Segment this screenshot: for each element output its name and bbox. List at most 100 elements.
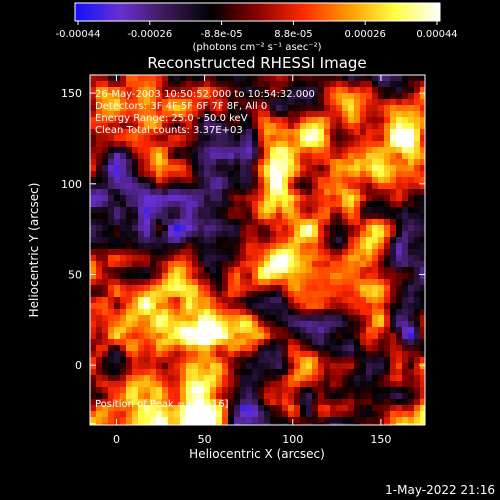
heatmap-cell xyxy=(90,171,97,178)
heatmap-cell xyxy=(144,345,151,352)
heatmap-cell xyxy=(90,189,97,196)
heatmap-cell xyxy=(144,243,151,250)
heatmap-cell xyxy=(384,267,391,274)
heatmap-cell xyxy=(144,375,151,382)
heatmap-cell xyxy=(204,333,211,340)
heatmap-cell xyxy=(390,177,397,184)
heatmap-cell xyxy=(234,417,241,424)
heatmap-cell xyxy=(228,225,235,232)
heatmap-cell xyxy=(162,375,169,382)
heatmap-cell xyxy=(408,369,415,376)
heatmap-cell xyxy=(306,159,313,166)
heatmap-cell xyxy=(102,399,109,406)
heatmap-cell xyxy=(318,333,325,340)
heatmap-cell xyxy=(186,417,193,424)
heatmap-cell xyxy=(216,381,223,388)
heatmap-cell xyxy=(312,243,319,250)
heatmap-cell xyxy=(306,417,313,424)
heatmap-cell xyxy=(156,399,163,406)
heatmap-cell xyxy=(282,393,289,400)
heatmap-cell xyxy=(240,345,247,352)
heatmap-cell xyxy=(114,339,121,346)
heatmap-cell xyxy=(90,417,97,424)
heatmap-cell xyxy=(126,111,133,118)
heatmap-cell xyxy=(120,405,127,412)
heatmap-cell xyxy=(360,75,367,82)
heatmap-cell xyxy=(306,177,313,184)
heatmap-cell xyxy=(252,327,259,334)
heatmap-cell xyxy=(306,333,313,340)
heatmap-cell xyxy=(354,285,361,292)
heatmap-cell xyxy=(360,405,367,412)
heatmap-cell xyxy=(150,213,157,220)
heatmap-cell xyxy=(330,123,337,130)
heatmap-cell xyxy=(246,117,253,124)
heatmap-cell xyxy=(252,315,259,322)
heatmap-cell xyxy=(342,153,349,160)
heatmap-cell xyxy=(168,87,175,94)
heatmap-cell xyxy=(216,423,223,425)
heatmap-cell xyxy=(276,231,283,238)
heatmap-cell xyxy=(276,267,283,274)
heatmap-cell xyxy=(234,99,241,106)
heatmap-cell xyxy=(390,171,397,178)
heatmap-cell xyxy=(342,363,349,370)
heatmap-cell xyxy=(324,405,331,412)
heatmap-cell xyxy=(246,315,253,322)
heatmap-cell xyxy=(306,381,313,388)
heatmap-cell xyxy=(372,219,379,226)
heatmap-cell xyxy=(282,291,289,298)
heatmap-cell xyxy=(162,345,169,352)
heatmap-cell xyxy=(420,177,425,184)
heatmap-cell xyxy=(306,261,313,268)
heatmap-cell xyxy=(174,393,181,400)
heatmap-cell xyxy=(408,111,415,118)
heatmap-cell xyxy=(294,99,301,106)
heatmap-cell xyxy=(180,207,187,214)
heatmap-cell xyxy=(132,399,139,406)
heatmap-cell xyxy=(150,159,157,166)
heatmap-cell xyxy=(126,285,133,292)
heatmap-cell xyxy=(324,423,331,425)
heatmap-cell xyxy=(174,105,181,112)
heatmap-cell xyxy=(276,183,283,190)
heatmap-cell xyxy=(204,345,211,352)
heatmap-cell xyxy=(324,303,331,310)
heatmap-cell xyxy=(240,417,247,424)
heatmap-cell xyxy=(324,309,331,316)
heatmap-cell xyxy=(156,393,163,400)
heatmap-cell xyxy=(126,207,133,214)
heatmap-cell xyxy=(408,195,415,202)
heatmap-cell xyxy=(258,153,265,160)
heatmap-cell xyxy=(228,411,235,418)
heatmap-cell xyxy=(264,87,271,94)
heatmap-cell xyxy=(336,111,343,118)
heatmap-cell xyxy=(300,111,307,118)
heatmap-cell xyxy=(234,375,241,382)
heatmap-cell xyxy=(258,123,265,130)
heatmap-cell xyxy=(156,87,163,94)
heatmap-cell xyxy=(150,105,157,112)
heatmap-cell xyxy=(168,219,175,226)
heatmap-cell xyxy=(192,111,199,118)
heatmap-cell xyxy=(378,369,385,376)
heatmap-cell xyxy=(336,75,343,82)
heatmap-cell xyxy=(180,249,187,256)
heatmap-cell xyxy=(186,147,193,154)
heatmap-cell xyxy=(132,195,139,202)
heatmap-cell xyxy=(324,417,331,424)
heatmap-cell xyxy=(246,141,253,148)
heatmap-cell xyxy=(132,183,139,190)
heatmap-cell xyxy=(192,75,199,82)
heatmap-cell xyxy=(390,99,397,106)
heatmap-cell xyxy=(366,141,373,148)
heatmap-cell xyxy=(228,387,235,394)
heatmap-cell xyxy=(102,231,109,238)
heatmap-cell xyxy=(300,201,307,208)
heatmap-cell xyxy=(210,237,217,244)
heatmap-cell xyxy=(354,303,361,310)
heatmap-cell xyxy=(114,93,121,100)
heatmap-cell xyxy=(264,423,271,425)
heatmap-cell xyxy=(126,291,133,298)
heatmap-cell xyxy=(408,183,415,190)
